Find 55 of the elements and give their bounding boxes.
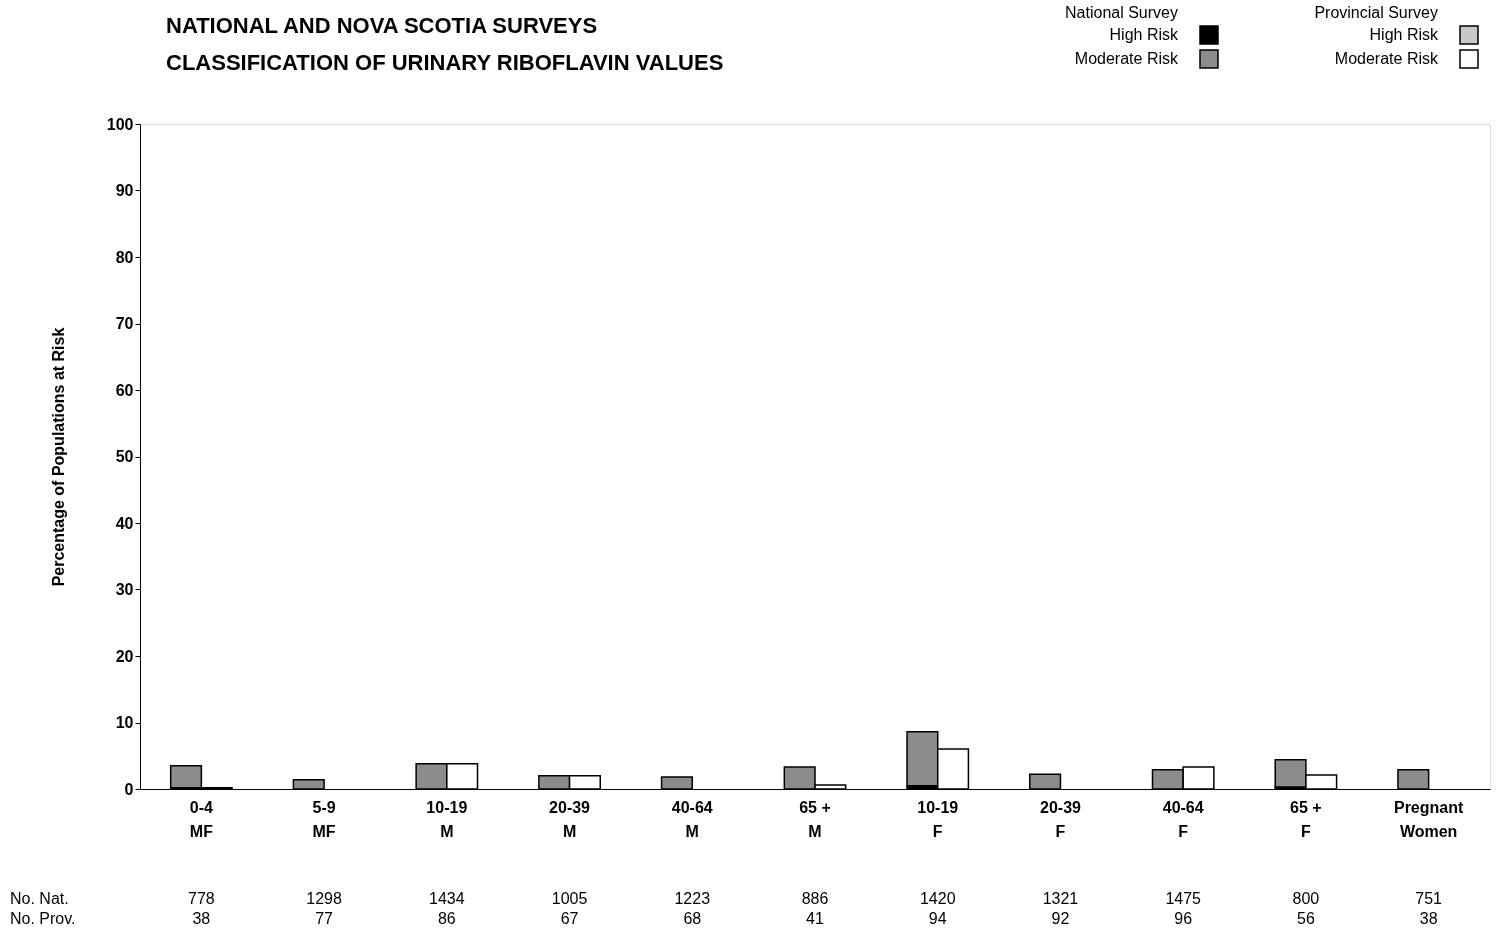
y-tick-label: 20 <box>115 647 134 665</box>
y-tick-label: 70 <box>115 315 134 332</box>
text: No. Prov. <box>10 910 76 927</box>
legend-label: Moderate Risk <box>1074 50 1179 67</box>
y-tick-label: 90 <box>115 182 134 199</box>
text: 1005 <box>551 890 588 907</box>
text: 77 <box>315 910 334 927</box>
text: 96 <box>1174 910 1193 927</box>
y-tick-label: 10 <box>115 714 134 731</box>
legend-label: Moderate Risk <box>1334 50 1439 67</box>
x-tick-label: 20-39 F <box>1039 798 1082 840</box>
text: 751 <box>1415 890 1443 907</box>
chart-title: NATIONAL AND NOVA SCOTIA SURVEYS <box>166 13 598 38</box>
y-tick-label: 100 <box>106 115 134 133</box>
text: 92 <box>1051 910 1070 927</box>
text: No. Nat. <box>10 890 69 907</box>
text: 56 <box>1297 910 1315 927</box>
text: 1321 <box>1042 890 1079 907</box>
x-tick-label: 5-9 MF <box>312 798 336 840</box>
y-tick-label: 30 <box>115 581 134 598</box>
text: 800 <box>1292 890 1320 907</box>
text: 1298 <box>306 890 342 907</box>
text: National Survey <box>1065 4 1178 21</box>
legend-label: High Risk <box>1109 26 1179 43</box>
text: 38 <box>192 910 211 927</box>
y-axis-title: Percentage of Populations at Risk <box>49 327 67 587</box>
text: 38 <box>1419 910 1438 927</box>
x-tick-label: 40-64 F <box>1162 798 1204 840</box>
text: 1434 <box>429 890 465 907</box>
x-tick-label: 10-19 F <box>917 798 959 840</box>
x-tick-label: 65 + M <box>799 798 831 840</box>
x-tick-label: 20-39 M <box>549 798 591 840</box>
x-tick-label: 10-19 M <box>426 798 468 840</box>
x-tick-label: 40-64 M <box>671 798 713 840</box>
text: 67 <box>560 910 579 927</box>
y-tick-label: 0 <box>124 780 134 798</box>
text: 86 <box>437 910 456 927</box>
text: 41 <box>806 910 824 927</box>
text: 68 <box>683 910 702 927</box>
y-tick-label: 60 <box>115 381 134 399</box>
text: 94 <box>928 910 947 927</box>
text: 1223 <box>674 890 711 907</box>
text: 886 <box>801 890 829 907</box>
x-tick-label: 0-4 MF <box>189 798 214 840</box>
text: 1475 <box>1165 890 1202 907</box>
legend-label: High Risk <box>1369 26 1439 43</box>
x-tick-label: 65 + F <box>1290 798 1322 840</box>
y-tick-label: 80 <box>115 248 134 266</box>
text: 778 <box>188 890 215 907</box>
text: Provincial Survey <box>1314 4 1438 21</box>
x-tick-label: Pregnant Women <box>1393 798 1464 840</box>
y-tick-label: 40 <box>115 514 134 532</box>
chart-subtitle: CLASSIFICATION OF URINARY RIBOFLAVIN VALUES <box>166 50 724 75</box>
text: 1420 <box>919 890 956 907</box>
y-tick-label: 50 <box>115 448 134 465</box>
